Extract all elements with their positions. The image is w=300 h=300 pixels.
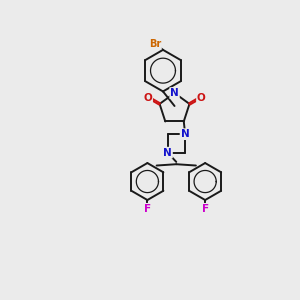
Text: O: O bbox=[143, 93, 152, 103]
Text: N: N bbox=[181, 129, 189, 139]
Text: N: N bbox=[163, 148, 172, 158]
Text: O: O bbox=[197, 93, 206, 103]
Text: N: N bbox=[170, 88, 179, 98]
Text: Br: Br bbox=[149, 39, 161, 49]
Text: F: F bbox=[144, 204, 151, 214]
Text: F: F bbox=[202, 204, 209, 214]
